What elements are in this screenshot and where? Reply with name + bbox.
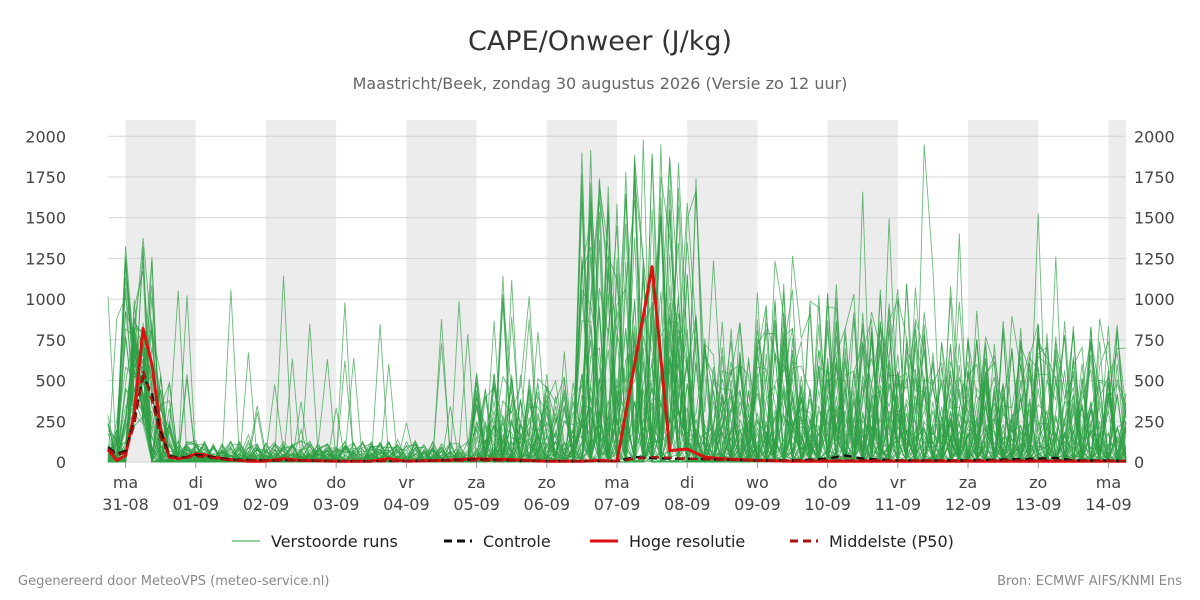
x-tick-date: 02-09: [243, 495, 290, 514]
y-tick-label: 1250: [25, 249, 66, 268]
y-tick-label: 250: [35, 412, 66, 431]
x-tick-date: 13-09: [1015, 495, 1062, 514]
x-tick-weekday: di: [188, 473, 203, 492]
chart-title: CAPE/Onweer (J/kg): [468, 26, 732, 57]
x-tick-date: 10-09: [804, 495, 851, 514]
series-middelste-p50: [107, 369, 1127, 463]
x-tick-weekday: wo: [255, 473, 278, 492]
y-tick-label: 0: [1134, 453, 1144, 472]
x-axis: ma 31-08 di 01-09 wo 02-09 do 03-09 vr 04-09 za 05-…: [102, 462, 1132, 514]
y-tick-label: 750: [1134, 331, 1165, 350]
x-tick-weekday: ma: [604, 473, 629, 492]
y-tick-label: 750: [35, 331, 66, 350]
x-tick-weekday: vr: [890, 473, 906, 492]
y-tick-label: 1000: [1134, 290, 1175, 309]
x-tick-weekday: wo: [746, 473, 769, 492]
y-axis-left: 0 250 500 750 1000 1250 1500 1750 2000: [25, 127, 66, 472]
x-tick-date: 01-09: [173, 495, 220, 514]
footer-generator: Gegenereerd door MeteoVPS (meteo-service…: [18, 574, 329, 589]
x-tick-weekday: za: [467, 473, 485, 492]
x-tick-date: 11-09: [875, 495, 922, 514]
x-tick-date: 03-09: [313, 495, 360, 514]
y-tick-label: 500: [35, 372, 66, 391]
y-axis-right: 0 250 500 750 1000 1250 1500 1750 2000: [1134, 127, 1175, 472]
x-tick-date: 31-08: [102, 495, 149, 514]
x-tick-date: 04-09: [383, 495, 430, 514]
y-tick-label: 250: [1134, 412, 1165, 431]
y-tick-label: 1250: [1134, 249, 1175, 268]
y-tick-label: 1750: [25, 168, 66, 187]
x-tick-weekday: zo: [1029, 473, 1047, 492]
x-tick-weekday: vr: [398, 473, 414, 492]
x-tick-date: 12-09: [945, 495, 992, 514]
y-tick-label: 500: [1134, 372, 1165, 391]
shaded-band: [1108, 120, 1126, 462]
series-controle: [107, 374, 1127, 463]
y-tick-label: 2000: [1134, 127, 1175, 146]
y-tick-label: 0: [56, 453, 66, 472]
footer-source: Bron: ECMWF AIFS/KNMI Ens: [997, 574, 1182, 589]
x-tick-weekday: za: [959, 473, 977, 492]
chart-subtitle: Maastricht/Beek, zondag 30 augustus 2026…: [353, 74, 848, 93]
x-tick-weekday: do: [818, 473, 838, 492]
ensemble-line: [107, 223, 1126, 464]
ensemble-line: [107, 192, 1127, 463]
legend-label: Controle: [483, 532, 551, 551]
x-tick-weekday: do: [326, 473, 346, 492]
y-tick-label: 1000: [25, 290, 66, 309]
y-tick-label: 1500: [1134, 209, 1175, 228]
x-tick-date: 07-09: [594, 495, 641, 514]
x-tick-date: 14-09: [1085, 495, 1132, 514]
y-tick-label: 1750: [1134, 168, 1175, 187]
legend-label: Hoge resolutie: [629, 532, 745, 551]
y-tick-label: 1500: [25, 209, 66, 228]
legend-label: Middelste (P50): [829, 532, 954, 551]
x-tick-date: 09-09: [734, 495, 781, 514]
x-tick-date: 08-09: [664, 495, 711, 514]
shaded-band: [265, 120, 337, 462]
x-tick-weekday: ma: [113, 473, 138, 492]
legend-label: Verstoorde runs: [271, 532, 398, 551]
x-tick-date: 06-09: [524, 495, 571, 514]
y-tick-label: 2000: [25, 127, 66, 146]
x-tick-weekday: di: [680, 473, 695, 492]
x-tick-weekday: zo: [538, 473, 556, 492]
legend: Verstoorde runs Controle Hoge resolutie Mid…: [232, 532, 954, 551]
main-series: [106, 265, 1127, 463]
x-tick-date: 05-09: [453, 495, 500, 514]
x-tick-weekday: ma: [1096, 473, 1121, 492]
